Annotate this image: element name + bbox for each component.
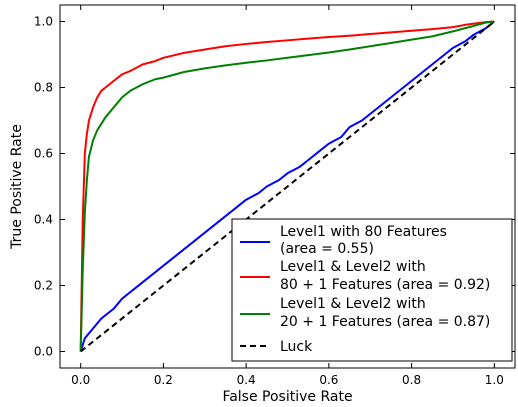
legend-label: Luck bbox=[280, 339, 313, 355]
x-tick-label: 0.2 bbox=[154, 373, 173, 387]
x-axis-label: False Positive Rate bbox=[222, 389, 352, 405]
y-tick-label: 0.6 bbox=[34, 147, 53, 161]
y-tick-label: 0.0 bbox=[34, 345, 53, 359]
y-axis-ticks: 0.0 0.2 0.4 0.6 0.8 1.0 bbox=[34, 15, 515, 359]
x-tick-label: 0.0 bbox=[71, 373, 90, 387]
y-axis-label: True Positive Rate bbox=[9, 124, 25, 250]
legend-label: Level1 & Level2 with bbox=[280, 259, 426, 275]
legend-box bbox=[231, 218, 513, 362]
x-tick-label: 0.8 bbox=[402, 373, 421, 387]
x-axis-ticks: 0.0 0.2 0.4 0.6 0.8 1.0 bbox=[71, 5, 504, 387]
x-tick-label: 0.6 bbox=[319, 373, 338, 387]
y-tick-label: 1.0 bbox=[34, 15, 53, 29]
x-tick-label: 1.0 bbox=[485, 373, 504, 387]
series-line-3 bbox=[79, 20, 495, 352]
legend-label: 80 + 1 Features (area = 0.92) bbox=[280, 277, 490, 293]
plot-frame bbox=[59, 4, 516, 369]
x-tick-label: 0.4 bbox=[237, 373, 256, 387]
series-lines bbox=[79, 20, 495, 353]
series-line-1 bbox=[79, 20, 495, 352]
y-tick-label: 0.8 bbox=[34, 81, 53, 95]
legend-label: Level1 & Level2 with bbox=[280, 296, 426, 312]
legend-label: Level1 with 80 Features bbox=[280, 224, 447, 240]
series-line-4 bbox=[80, 20, 495, 353]
series-line-2 bbox=[79, 20, 495, 352]
legend: Level1 with 80 Features(area = 0.55) Leve… bbox=[231, 218, 513, 362]
y-tick-label: 0.2 bbox=[34, 279, 53, 293]
y-tick-label: 0.4 bbox=[34, 213, 53, 227]
legend-label: (area = 0.55) bbox=[280, 241, 374, 257]
legend-label: 20 + 1 Features (area = 0.87) bbox=[280, 314, 490, 330]
